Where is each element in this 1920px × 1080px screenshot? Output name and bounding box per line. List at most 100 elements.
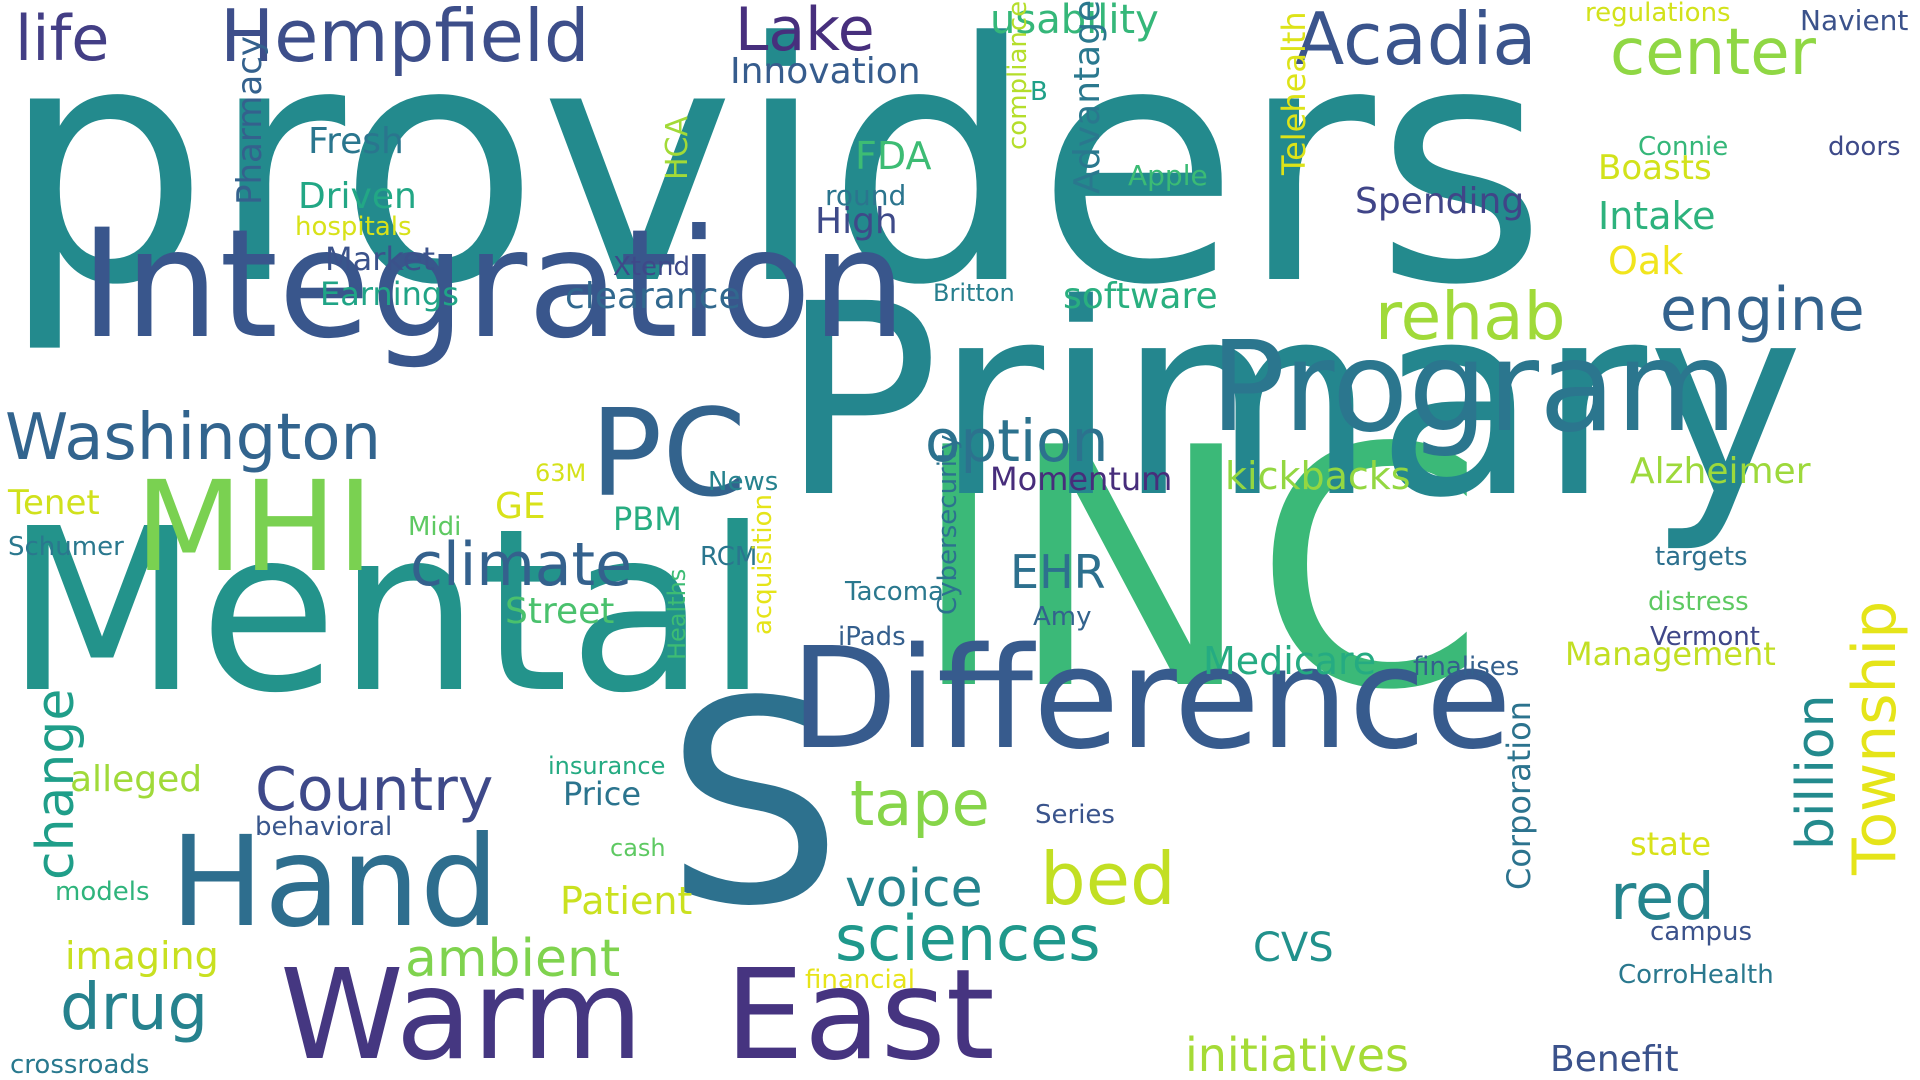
word-tenet: Tenet: [8, 483, 100, 523]
word-innovation: Innovation: [730, 51, 921, 92]
word-rcm: RCM: [700, 542, 758, 572]
word-compliance: compliance: [1003, 0, 1033, 150]
word-healths: Healths: [663, 568, 691, 660]
word-s: S: [665, 642, 843, 968]
word-ehr: EHR: [1010, 545, 1106, 599]
word-round: round: [825, 179, 907, 212]
word-xtend: Xtend: [613, 252, 690, 282]
word-ambient: ambient: [405, 929, 621, 989]
word-targets: targets: [1655, 542, 1748, 572]
word-campus: campus: [1650, 917, 1753, 947]
word-program: Program: [1210, 315, 1738, 460]
word-sciences: sciences: [835, 902, 1101, 975]
word-connie: Connie: [1638, 132, 1729, 162]
word-hca: HCA: [660, 115, 695, 180]
word-initiatives: initiatives: [1185, 1028, 1410, 1080]
word-drug: drug: [60, 971, 209, 1045]
word-integration: Integration: [80, 198, 907, 372]
word-hospitals: hospitals: [295, 212, 412, 242]
word-alzheimer: Alzheimer: [1630, 451, 1811, 492]
word-schumer: Schumer: [8, 532, 124, 562]
word-corrohealth: CorroHealth: [1618, 960, 1774, 990]
word-country: Country: [255, 755, 494, 825]
word-washington: Washington: [5, 401, 382, 475]
word-fda: FDA: [855, 134, 932, 178]
word-hempfield: Hempfield: [220, 0, 590, 78]
word-option: option: [925, 407, 1109, 475]
word-tacoma: Tacoma: [845, 577, 944, 607]
word-intake: Intake: [1598, 194, 1716, 238]
word-cash: cash: [610, 834, 666, 862]
word-ge: GE: [495, 486, 546, 527]
word-pbm: PBM: [613, 500, 682, 538]
word-voice: voice: [845, 859, 983, 919]
word-mhi: MHI: [135, 455, 374, 600]
word-benefit: Benefit: [1550, 1039, 1679, 1080]
word-imaging: imaging: [65, 934, 219, 978]
word-b: B: [1030, 77, 1048, 107]
word-finalises: finalises: [1413, 652, 1520, 682]
word-state: state: [1630, 825, 1712, 863]
word-news: News: [708, 467, 779, 497]
word-pharmacy: Pharmacy: [230, 35, 270, 205]
word-difference: Difference: [790, 618, 1512, 781]
word-billion: billion: [1786, 694, 1846, 850]
word-market: Market: [325, 240, 435, 278]
word-inc: INC: [910, 378, 1485, 762]
word-usability: usability: [990, 0, 1159, 43]
word-navient: Navient: [1800, 4, 1909, 37]
word-cybersecurity: Cybersecurity: [933, 434, 963, 615]
word-red: red: [1610, 861, 1715, 935]
word-alleged: alleged: [70, 759, 203, 800]
word-pc: PC: [590, 385, 747, 524]
word-driven: Driven: [298, 176, 417, 217]
word-price: Price: [563, 775, 642, 813]
word-distress: distress: [1648, 587, 1749, 617]
word-midi: Midi: [408, 512, 462, 542]
word-insurance: insurance: [548, 752, 666, 780]
word-medicare: Medicare: [1203, 639, 1377, 683]
word-63m: 63M: [535, 459, 587, 487]
word-doors: doors: [1828, 132, 1901, 162]
word-oak: Oak: [1608, 239, 1684, 283]
word-bed: bed: [1040, 837, 1176, 921]
word-climate: climate: [410, 530, 632, 600]
word-spending: Spending: [1355, 181, 1525, 222]
word-telehealth: Telehealth: [1275, 11, 1313, 175]
word-primary: Primary: [780, 248, 1805, 556]
word-models: models: [55, 877, 150, 907]
word-earnings: Earnings: [320, 275, 459, 313]
word-high: High: [815, 201, 898, 242]
word-ipads: iPads: [838, 622, 906, 652]
word-engine: engine: [1660, 275, 1865, 345]
word-kickbacks: kickbacks: [1225, 454, 1411, 498]
word-software: software: [1063, 276, 1218, 317]
word-boasts: Boasts: [1598, 148, 1712, 188]
word-providers: providers: [0, 0, 1547, 357]
word-rehab: rehab: [1375, 278, 1566, 355]
word-behavioral: behavioral: [255, 812, 393, 842]
word-management: Management: [1565, 635, 1776, 673]
word-lake: Lake: [735, 0, 875, 65]
word-east: East: [725, 943, 995, 1080]
word-corporation: Corporation: [1500, 700, 1538, 890]
word-britton: Britton: [933, 279, 1015, 307]
word-center: center: [1610, 16, 1816, 90]
word-apple: Apple: [1128, 159, 1208, 192]
word-life: life: [15, 2, 110, 75]
word-vermont: Vermont: [1650, 622, 1760, 652]
word-fresh: Fresh: [308, 121, 404, 162]
word-hand: Hand: [170, 810, 500, 955]
word-amy: Amy: [1033, 602, 1092, 632]
word-momentum: Momentum: [990, 460, 1173, 498]
word-acquisition: acquisition: [748, 493, 778, 635]
word-street: Street: [505, 591, 615, 632]
word-series: Series: [1035, 800, 1115, 830]
word-cvs: CVS: [1253, 925, 1334, 971]
word-regulations: regulations: [1585, 0, 1731, 28]
word-township: Township: [1840, 600, 1910, 875]
word-patient: Patient: [560, 879, 693, 923]
word-crossroads: crossroads: [10, 1050, 150, 1080]
word-financial: financial: [805, 965, 915, 995]
